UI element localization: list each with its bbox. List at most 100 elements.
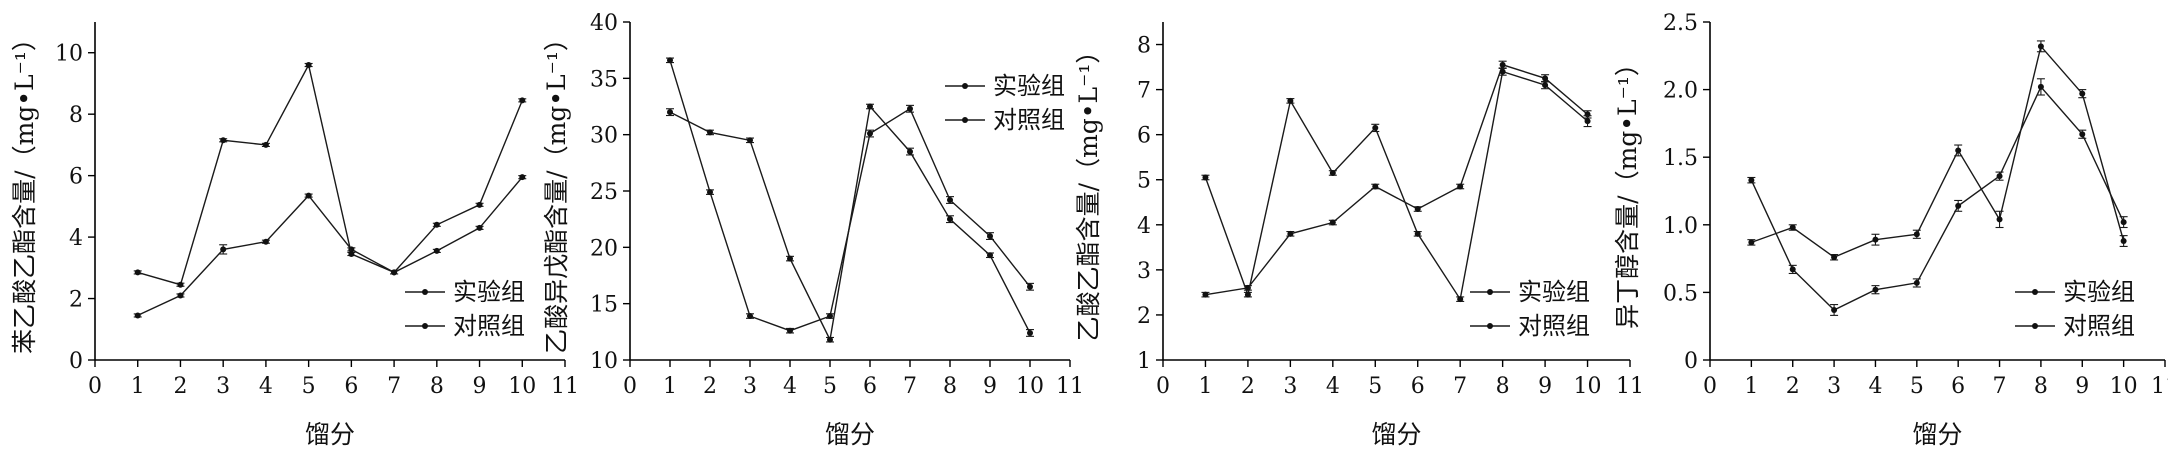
x-tick-label: 6 <box>1951 374 1965 399</box>
y-tick-label: 20 <box>590 236 618 261</box>
data-point <box>305 192 312 199</box>
data-point <box>1202 174 1209 181</box>
legend-entry: 对照组 <box>1518 312 1590 340</box>
data-point <box>1955 202 1962 209</box>
data-point <box>1414 230 1421 237</box>
data-point <box>262 238 269 245</box>
data-point <box>1457 296 1464 303</box>
y-tick-label: 40 <box>590 11 618 36</box>
x-tick-label: 6 <box>344 374 358 399</box>
data-point <box>177 281 184 288</box>
y-tick-label: 8 <box>69 103 83 128</box>
data-point <box>1542 82 1549 89</box>
y-tick-label: 1 <box>1137 349 1151 374</box>
x-tick-label: 4 <box>783 374 797 399</box>
x-tick-label: 0 <box>623 374 637 399</box>
data-point <box>391 269 398 276</box>
legend-entry: 实验组 <box>1518 278 1590 306</box>
data-point <box>1414 206 1421 213</box>
x-tick-label: 10 <box>1016 374 1044 399</box>
data-point <box>519 174 526 181</box>
x-tick-label: 7 <box>903 374 917 399</box>
y-tick-label: 2.0 <box>1663 79 1698 104</box>
series-line-2 <box>137 63 523 286</box>
data-point <box>667 57 673 64</box>
x-tick-label: 1 <box>131 374 145 399</box>
series-line-1 <box>1205 63 1588 296</box>
x-tick-label: 5 <box>302 374 316 399</box>
y-tick-label: 6 <box>69 165 83 190</box>
x-tick-label: 7 <box>1453 374 1467 399</box>
y-tick-label: 0 <box>1684 349 1698 374</box>
data-point <box>1831 306 1838 313</box>
data-point <box>947 216 953 223</box>
x-tick-label: 3 <box>743 374 757 399</box>
data-point <box>476 224 483 231</box>
data-point <box>867 130 873 137</box>
data-point <box>1748 177 1755 184</box>
x-tick-label: 9 <box>983 374 997 399</box>
data-point <box>1872 286 1879 293</box>
x-tick-label: 9 <box>2075 374 2089 399</box>
data-point <box>2037 83 2044 90</box>
x-tick-label: 11 <box>1616 374 1644 399</box>
x-tick-label: 8 <box>1496 374 1510 399</box>
x-tick-label: 4 <box>1868 374 1882 399</box>
data-point <box>1244 291 1251 298</box>
y-axis-label: 苯乙酸乙酯含量/（mg•L⁻¹） <box>10 26 39 354</box>
series-line-2 <box>669 60 1031 332</box>
x-tick-label: 2 <box>703 374 717 399</box>
data-point <box>907 105 913 112</box>
data-point <box>134 312 141 319</box>
data-point <box>747 137 753 144</box>
y-axis-label: 乙酸乙酯含量/（mg•L⁻¹） <box>1074 39 1103 342</box>
y-tick-label: 1.5 <box>1663 146 1698 171</box>
legend-marker <box>1487 289 1493 295</box>
data-point <box>1955 147 1962 154</box>
data-point <box>2079 131 2086 138</box>
x-tick-label: 8 <box>430 374 444 399</box>
x-tick-label: 0 <box>1156 374 1170 399</box>
data-point <box>987 252 993 259</box>
y-axis-label: 异丁醇含量/（mg•L⁻¹） <box>1613 51 1642 329</box>
x-tick-label: 10 <box>2110 374 2138 399</box>
data-point <box>867 103 873 110</box>
x-tick-label: 8 <box>943 374 957 399</box>
series-line-1 <box>137 176 523 317</box>
data-point <box>1372 183 1379 190</box>
x-tick-label: 0 <box>1703 374 1717 399</box>
y-tick-label: 25 <box>590 180 618 205</box>
data-point <box>907 148 913 155</box>
y-tick-label: 0 <box>69 349 83 374</box>
data-point <box>1996 216 2003 223</box>
y-axis-label: 乙酸异戊酯含量/（mg•L⁻¹） <box>542 26 571 354</box>
data-point <box>1287 230 1294 237</box>
x-tick-label: 1 <box>1198 374 1212 399</box>
x-tick-label: 8 <box>2034 374 2048 399</box>
legend-marker <box>962 117 968 123</box>
data-point <box>134 269 141 276</box>
y-tick-label: 3 <box>1137 259 1151 284</box>
data-point <box>1329 169 1336 176</box>
data-point <box>220 137 227 144</box>
data-point <box>747 313 753 320</box>
data-point <box>305 62 312 69</box>
x-tick-label: 11 <box>551 374 579 399</box>
data-point <box>262 141 269 148</box>
x-tick-label: 6 <box>1411 374 1425 399</box>
x-tick-label: 2 <box>1241 374 1255 399</box>
x-tick-label: 7 <box>1993 374 2007 399</box>
data-point <box>1913 231 1920 238</box>
y-tick-label: 2 <box>69 288 83 313</box>
x-tick-label: 1 <box>1744 374 1758 399</box>
data-point <box>1584 118 1591 125</box>
data-point <box>1457 183 1464 190</box>
data-point <box>433 221 440 228</box>
chart-panel-1: 0 1 2 3 4 5 6 7 8 9 10 11 0 2 4 6 8 10 馏分 苯乙酸乙酯含量/（mg•L⁻¹） 实… <box>10 22 579 449</box>
data-point <box>1329 219 1336 226</box>
y-tick-label: 2.5 <box>1663 11 1698 36</box>
data-point <box>987 233 993 240</box>
data-point <box>2079 90 2086 97</box>
y-tick-label: 1.0 <box>1663 214 1698 239</box>
